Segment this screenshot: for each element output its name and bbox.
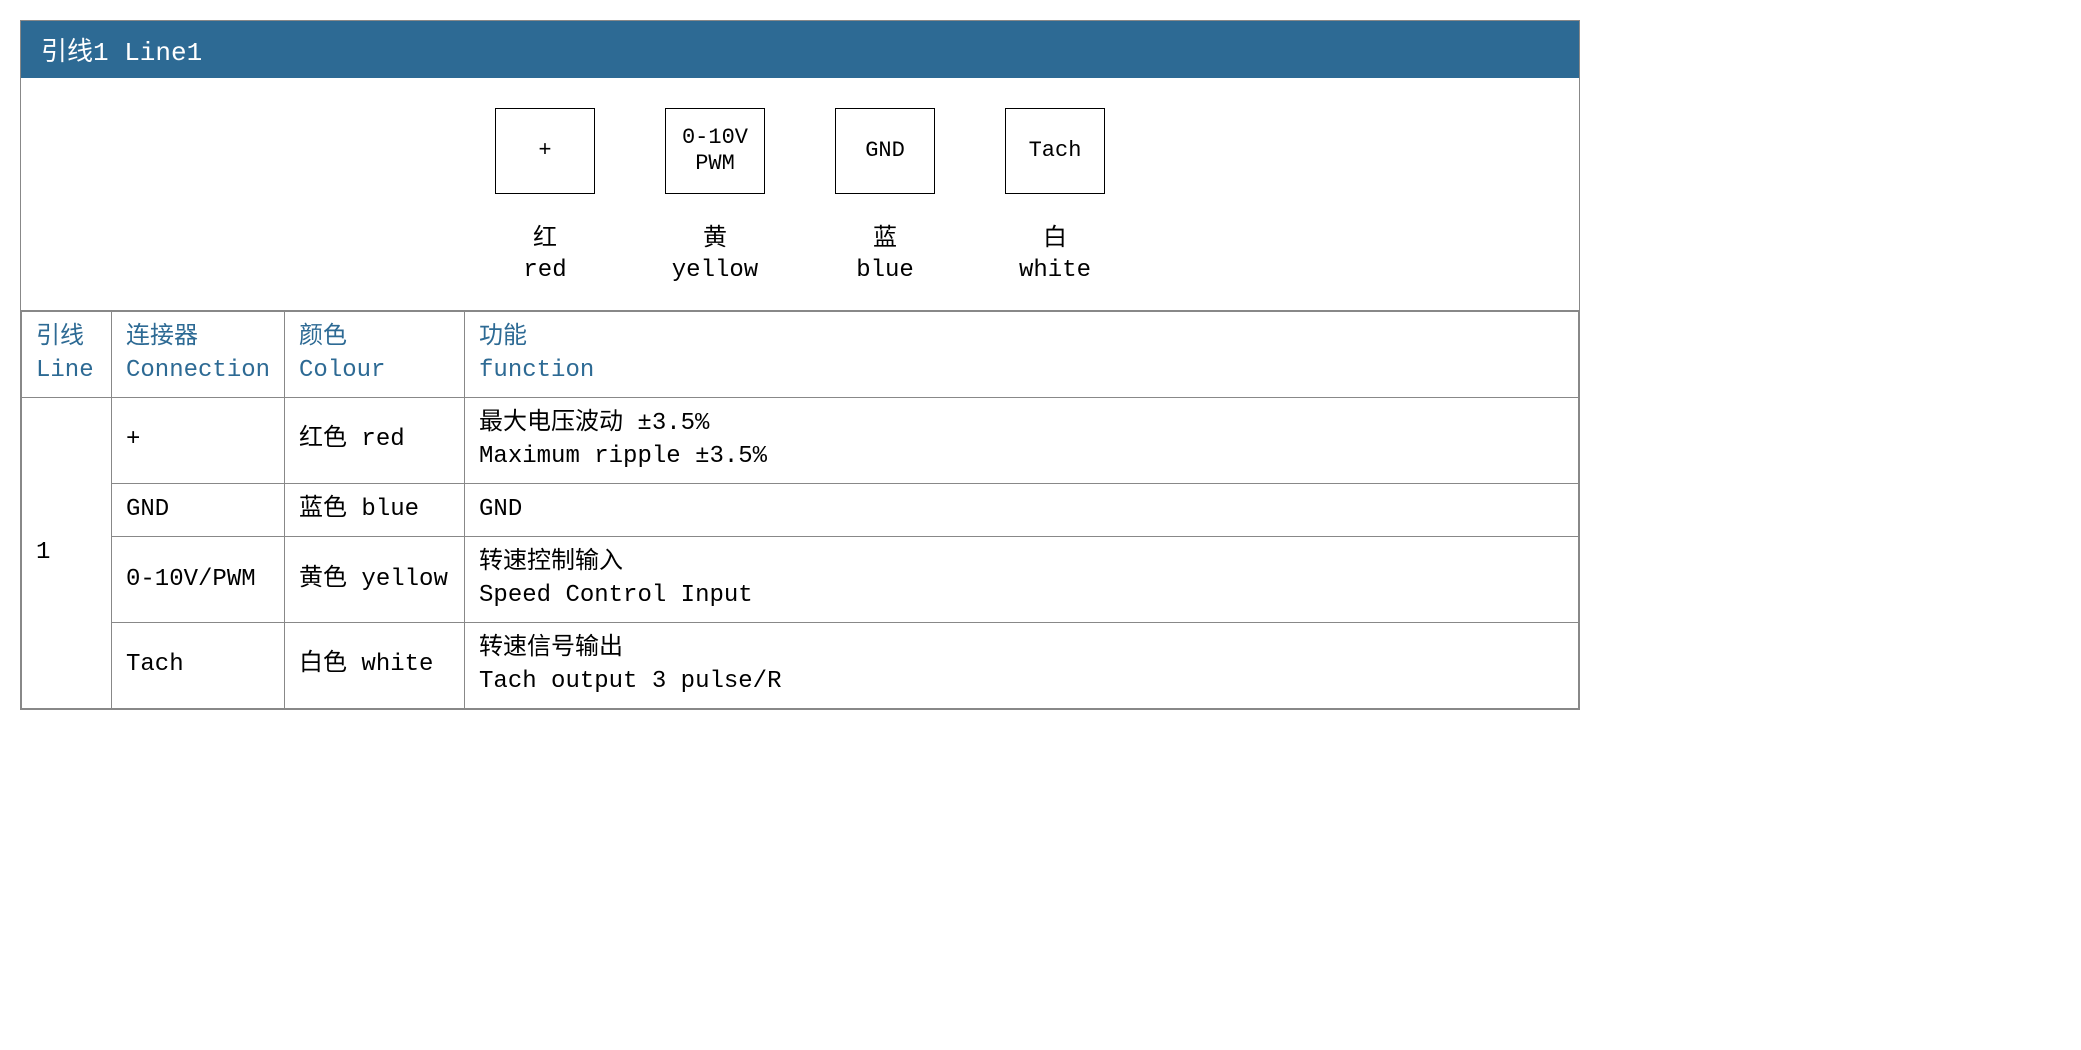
- cell-function: GND: [465, 483, 1579, 536]
- cell-function-cn: 转速信号输出: [479, 635, 623, 662]
- section-title: 引线1 Line1: [41, 38, 202, 68]
- pin-row: + 红 red 0-10V PWM 黄 yellow: [41, 108, 1559, 286]
- table-row: GND 蓝色 blue GND: [22, 483, 1579, 536]
- table-header-row: 引线 Line 连接器 Connection 颜色 Colour 功能 func…: [22, 312, 1579, 398]
- cell-connection: Tach: [112, 623, 285, 709]
- pin-box-line1: GND: [865, 138, 905, 164]
- pin-label: 白 white: [1019, 224, 1091, 286]
- pin-label: 黄 yellow: [672, 224, 758, 286]
- cell-line: 1: [22, 398, 112, 709]
- pin-label: 蓝 blue: [856, 224, 914, 286]
- cell-function-en: Maximum ripple ±3.5%: [479, 443, 767, 470]
- col-header-colour-en: Colour: [299, 355, 450, 387]
- document-frame: 引线1 Line1 + 红 red 0-10V PWM 黄: [20, 20, 1580, 710]
- pin-label-cn: 黄: [703, 226, 727, 253]
- col-header-func-cn: 功能: [479, 322, 1564, 354]
- pin-label-en: blue: [856, 257, 914, 284]
- pin-box: +: [495, 108, 595, 194]
- pin-label-en: yellow: [672, 257, 758, 284]
- col-header-conn-en: Connection: [126, 355, 270, 387]
- cell-connection: 0-10V/PWM: [112, 537, 285, 623]
- pin-box: 0-10V PWM: [665, 108, 765, 194]
- cell-function-en: Tach output 3 pulse/R: [479, 668, 781, 695]
- pin-gnd: GND 蓝 blue: [835, 108, 935, 286]
- table-row: 1 + 红色 red 最大电压波动 ±3.5% Maximum ripple ±…: [22, 398, 1579, 484]
- cell-connection: +: [112, 398, 285, 484]
- pin-label-en: white: [1019, 257, 1091, 284]
- cell-function: 转速信号输出 Tach output 3 pulse/R: [465, 623, 1579, 709]
- pin-label-cn: 蓝: [873, 226, 897, 253]
- pin-diagram: + 红 red 0-10V PWM 黄 yellow: [21, 78, 1579, 311]
- pin-box-line1: Tach: [1029, 138, 1082, 164]
- cell-colour: 白色 white: [285, 623, 465, 709]
- pin-box: GND: [835, 108, 935, 194]
- pin-label: 红 red: [523, 224, 566, 286]
- pin-box-line1: +: [538, 138, 551, 164]
- col-header-function: 功能 function: [465, 312, 1579, 398]
- pin-label-en: red: [523, 257, 566, 284]
- cell-function: 最大电压波动 ±3.5% Maximum ripple ±3.5%: [465, 398, 1579, 484]
- pin-label-cn: 白: [1043, 226, 1067, 253]
- col-header-colour-cn: 颜色: [299, 322, 450, 354]
- table-row: Tach 白色 white 转速信号输出 Tach output 3 pulse…: [22, 623, 1579, 709]
- cell-colour: 蓝色 blue: [285, 483, 465, 536]
- col-header-conn-cn: 连接器: [126, 322, 270, 354]
- pin-pwm: 0-10V PWM 黄 yellow: [665, 108, 765, 286]
- pin-plus: + 红 red: [495, 108, 595, 286]
- cell-function-cn: 最大电压波动 ±3.5%: [479, 410, 709, 437]
- col-header-colour: 颜色 Colour: [285, 312, 465, 398]
- cell-function-cn: 转速控制输入: [479, 549, 623, 576]
- col-header-line: 引线 Line: [22, 312, 112, 398]
- col-header-line-cn: 引线: [36, 322, 97, 354]
- pin-box-line2: PWM: [695, 151, 735, 177]
- cell-function-en: Speed Control Input: [479, 582, 753, 609]
- cell-function-en: GND: [479, 496, 522, 523]
- pin-tach: Tach 白 white: [1005, 108, 1105, 286]
- col-header-line-en: Line: [36, 355, 97, 387]
- section-title-bar: 引线1 Line1: [21, 21, 1579, 78]
- cell-colour: 黄色 yellow: [285, 537, 465, 623]
- table-row: 0-10V/PWM 黄色 yellow 转速控制输入 Speed Control…: [22, 537, 1579, 623]
- pin-label-cn: 红: [533, 226, 557, 253]
- pin-box-line1: 0-10V: [682, 125, 748, 151]
- pin-box: Tach: [1005, 108, 1105, 194]
- cell-function: 转速控制输入 Speed Control Input: [465, 537, 1579, 623]
- cell-colour: 红色 red: [285, 398, 465, 484]
- col-header-connection: 连接器 Connection: [112, 312, 285, 398]
- col-header-func-en: function: [479, 355, 1564, 387]
- cell-connection: GND: [112, 483, 285, 536]
- wiring-table: 引线 Line 连接器 Connection 颜色 Colour 功能 func…: [21, 311, 1579, 709]
